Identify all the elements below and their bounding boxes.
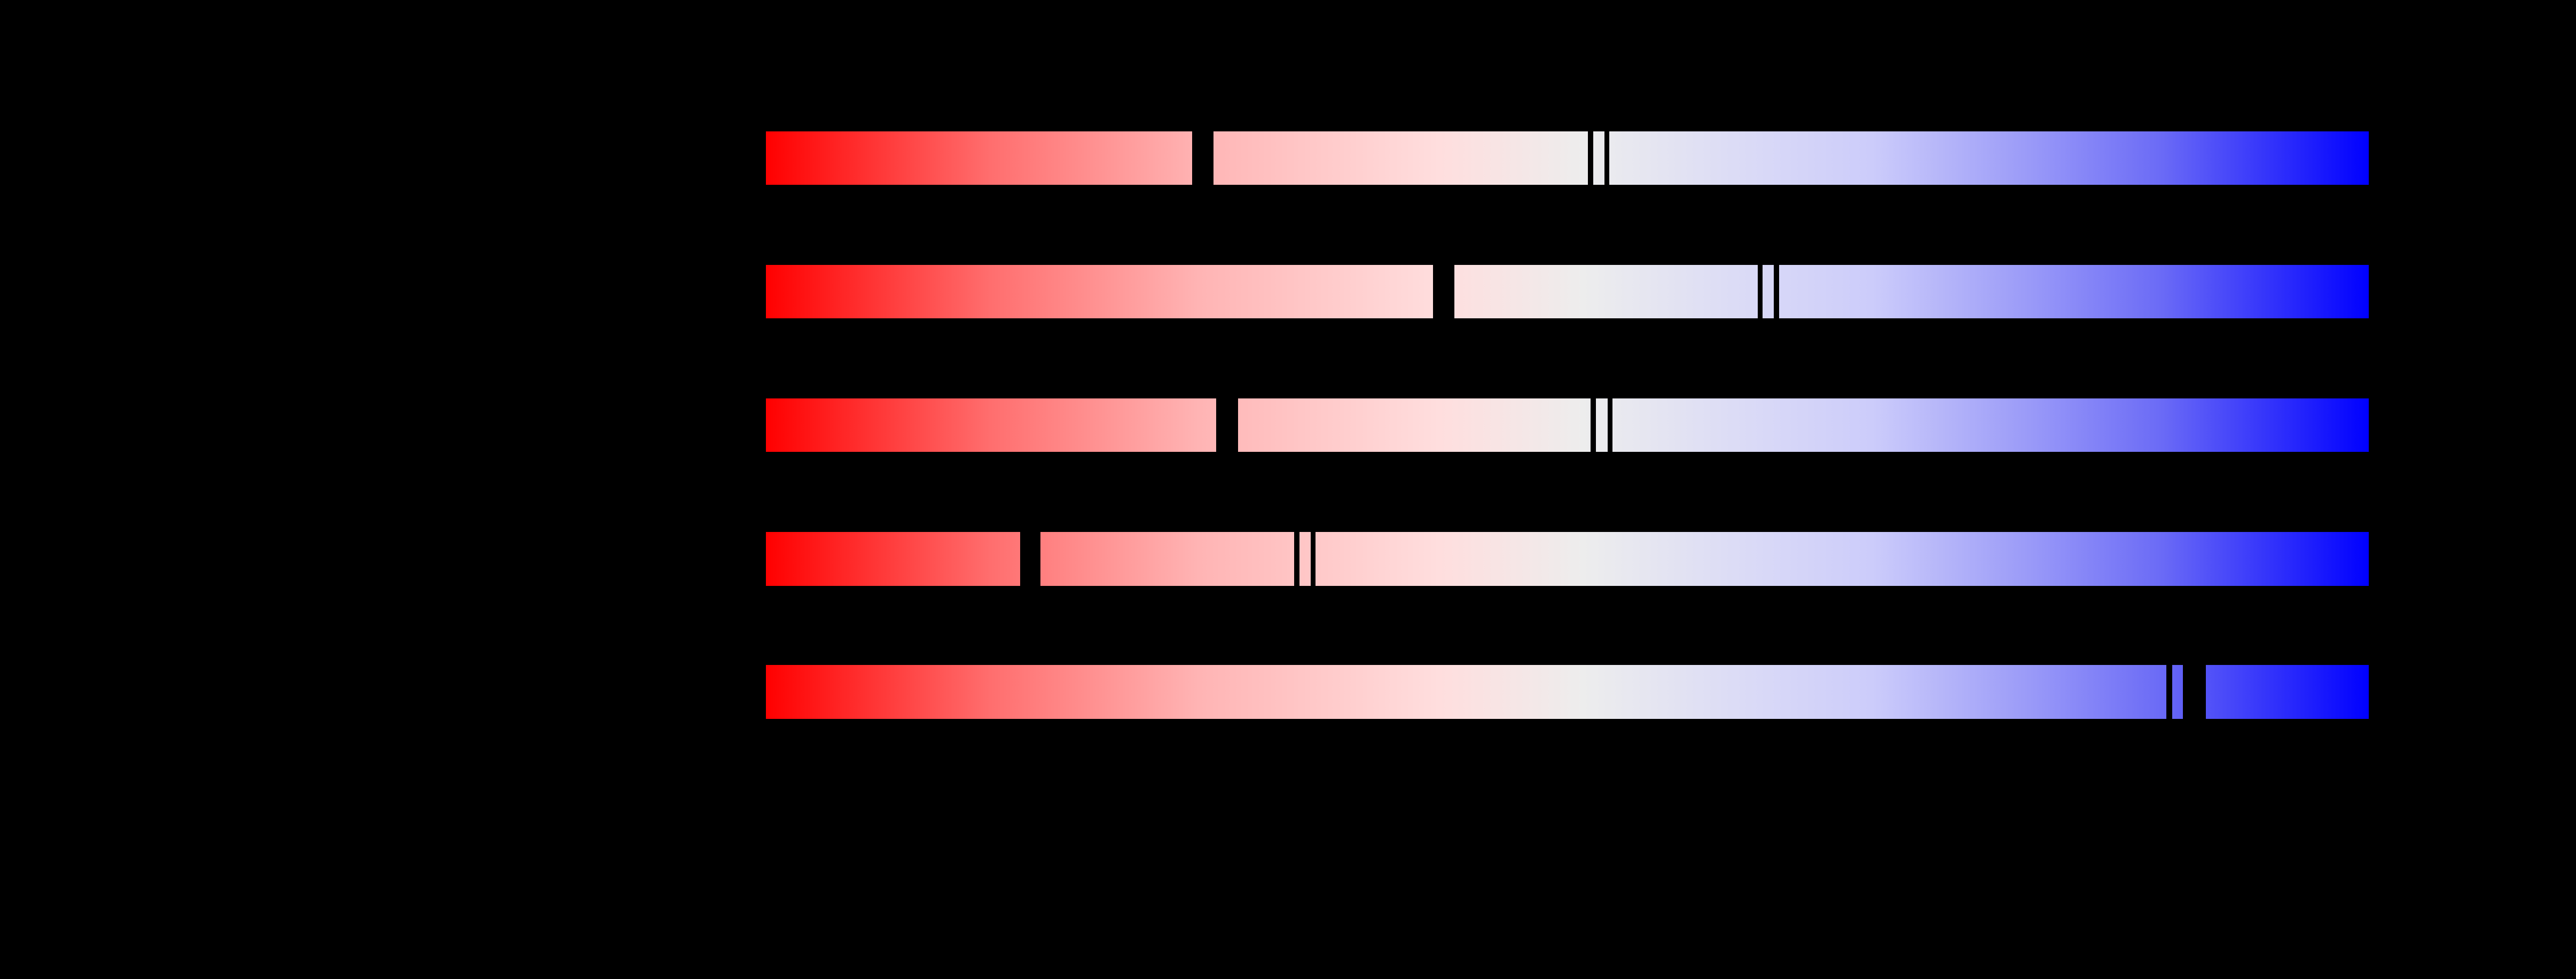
segment-divider-thick [1433,265,1454,318]
segment-divider-thin [2166,665,2172,719]
segment-divider-thin [1311,532,1316,586]
segment-divider-thin [1588,131,1593,185]
segment-divider-thick [1020,532,1040,586]
gradient-bar-4 [766,532,2369,586]
gradient-bar-5 [766,665,2369,719]
segment-divider-thick [1192,131,1213,185]
segment-divider-thin [1604,131,1609,185]
segment-divider-thick [1216,398,1238,452]
gradient-bar-2 [766,265,2369,318]
gradient-bar-3 [766,398,2369,452]
segment-divider-thin [1591,398,1596,452]
segment-divider-thin [1774,265,1779,318]
segment-divider-thin [1294,532,1299,586]
gradient-bar-1 [766,131,2369,185]
segment-divider-thin [1758,265,1763,318]
segment-divider-thick [2183,665,2206,719]
segment-divider-thin [1608,398,1612,452]
